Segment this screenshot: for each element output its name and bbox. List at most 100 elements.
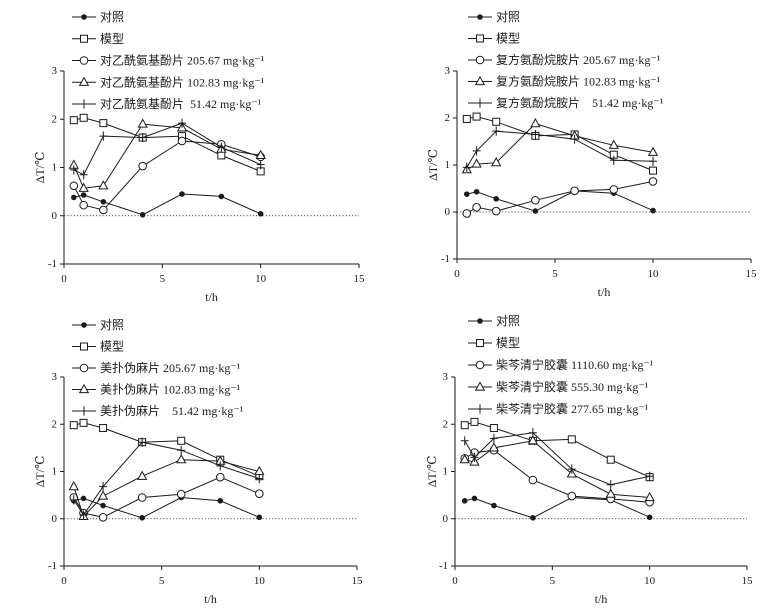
legend-label: 复方氨酚烷胺片 205.67 mg·kg⁻¹: [496, 52, 661, 67]
legend-entry: 复方氨酚烷胺片 51.42 mg·kg⁻¹: [468, 95, 664, 110]
series-plus: [462, 126, 657, 172]
data-point-filled-circle: [461, 497, 468, 504]
data-point-plus: [79, 510, 88, 520]
legend-marker-plus: [476, 98, 484, 108]
data-point-open-square: [606, 455, 615, 464]
legend-marker-open-circle: [475, 55, 485, 65]
data-point-open-square: [69, 116, 78, 125]
data-point-open-circle: [99, 205, 108, 215]
y-tick-label: -1: [441, 253, 450, 265]
data-point-open-triangle: [176, 454, 187, 464]
legend-label: 美扑伪麻片 102.83 mg·kg⁻¹: [100, 382, 241, 397]
data-point-plus: [489, 433, 498, 444]
data-point-open-square: [217, 151, 226, 160]
y-tick-label: 0: [52, 513, 58, 525]
data-point-open-square: [567, 435, 576, 444]
y-axis-label: ΔT/℃: [33, 152, 47, 184]
data-point-open-triangle: [255, 149, 266, 160]
data-point-plus: [255, 473, 264, 484]
x-tick-label: 0: [454, 268, 460, 280]
data-point-plus: [528, 428, 537, 438]
legend-marker-filled-circle: [81, 322, 87, 328]
legend-label: 柴芩清宁胶囊 1110.60 mg·kg⁻¹: [496, 357, 654, 372]
legend-entry: 柴芩清宁胶囊 1110.60 mg·kg⁻¹: [468, 357, 654, 372]
legend-marker-plus: [80, 99, 88, 109]
x-axis-label: t/h: [205, 290, 218, 304]
legend-label: 模型: [496, 32, 520, 46]
legend-label: 模型: [496, 336, 520, 350]
data-point-plus: [69, 495, 78, 505]
legend-marker-open-square: [80, 342, 88, 351]
legend-entry: 对照: [72, 318, 124, 332]
legend-marker-open-circle: [79, 56, 89, 65]
data-point-plus: [138, 132, 147, 143]
data-point-filled-circle: [217, 497, 224, 504]
data-point-open-circle: [215, 472, 225, 482]
legend-label: 柴芩清宁胶囊 277.65 mg·kg⁻¹: [496, 401, 649, 416]
x-tick-label: 5: [552, 268, 558, 280]
data-point-plus: [256, 160, 265, 170]
y-tick-label: 1: [445, 159, 451, 171]
y-tick-label: -1: [48, 560, 57, 572]
data-point-open-square: [79, 113, 88, 122]
data-point-plus: [462, 162, 471, 172]
data-point-filled-circle: [139, 211, 146, 218]
legend-marker-open-triangle: [78, 76, 90, 86]
data-point-open-square: [177, 436, 186, 445]
legend-entry: 美扑伪麻片 205.67 mg·kg⁻¹: [72, 360, 241, 375]
data-point-filled-circle: [530, 515, 536, 521]
series-open-circle: [69, 472, 264, 522]
legend-label: 模型: [100, 340, 124, 354]
data-point-plus: [567, 464, 576, 474]
data-point-filled-circle: [471, 495, 478, 502]
data-point-open-circle: [98, 513, 108, 522]
y-tick-label: 2: [443, 418, 449, 430]
legend-entry: 美扑伪麻片 51.42 mg·kg⁻¹: [72, 403, 244, 418]
legend-marker-open-triangle: [474, 75, 486, 86]
y-tick-label: 0: [52, 210, 58, 222]
legend-label: 对乙酰氨基酚片 102.83 mg·kg⁻¹: [100, 75, 265, 89]
data-point-plus: [645, 471, 654, 481]
data-point-open-triangle: [527, 435, 539, 445]
data-point-open-square: [472, 112, 481, 121]
series-line: [73, 123, 261, 189]
legend-entry: 对乙酰氨基酚片 205.67 mg·kg⁻¹: [72, 54, 265, 68]
data-point-filled-circle: [71, 194, 77, 201]
data-point-open-square: [69, 421, 78, 430]
legend-entry: 美扑伪麻片 102.83 mg·kg⁻¹: [72, 382, 241, 397]
series-open-triangle: [461, 118, 659, 174]
data-point-open-circle: [137, 493, 147, 502]
series-line: [464, 432, 650, 486]
legend-marker-open-triangle: [78, 383, 90, 394]
legend-entry: 对乙酰氨基酚片 102.83 mg·kg⁻¹: [72, 75, 265, 89]
x-tick-label: 10: [644, 575, 656, 587]
y-tick-label: 1: [52, 162, 58, 174]
y-tick-label: 3: [445, 65, 451, 77]
data-point-open-circle: [491, 206, 501, 216]
legend-label: 对照: [100, 10, 124, 24]
y-tick-label: 3: [52, 371, 58, 383]
legend-entry: 模型: [468, 336, 520, 350]
data-point-open-triangle: [644, 491, 655, 502]
data-point-plus: [609, 155, 618, 165]
legend-label: 美扑伪麻片 51.42 mg·kg⁻¹: [100, 403, 244, 418]
x-tick-label: 5: [160, 273, 166, 285]
legend-entry: 柴芩清宁胶囊 277.65 mg·kg⁻¹: [468, 401, 649, 416]
x-axis-label: t/h: [598, 285, 611, 299]
data-point-open-square: [99, 119, 108, 128]
y-tick-label: 2: [52, 113, 58, 125]
data-point-plus: [69, 165, 78, 175]
data-point-open-circle: [138, 161, 147, 171]
data-point-plus: [492, 126, 501, 136]
y-axis-label: ΔT/℃: [425, 456, 439, 488]
data-point-open-square: [470, 417, 479, 426]
x-tick-label: 10: [254, 575, 266, 587]
series-plus: [69, 118, 265, 180]
legend-label: 对照: [496, 314, 520, 328]
y-tick-label: 2: [52, 418, 58, 430]
x-tick-label: 15: [354, 273, 366, 285]
